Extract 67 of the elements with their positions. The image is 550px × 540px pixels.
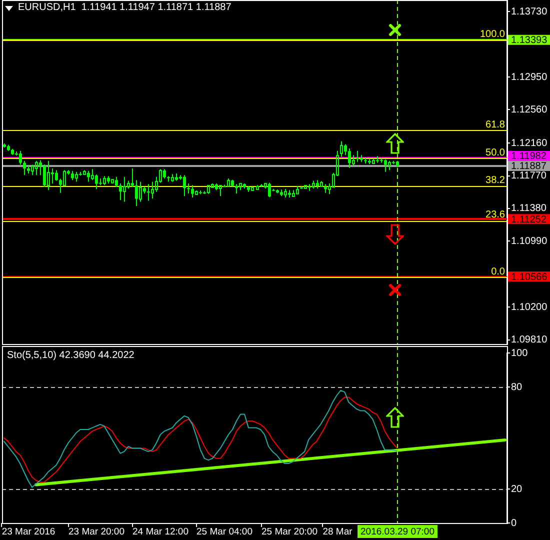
candlestick (296, 186, 299, 194)
candlestick (187, 182, 190, 194)
candlestick (43, 164, 46, 188)
candlestick (167, 176, 170, 182)
y-tick-label: 1.09810 (511, 334, 548, 346)
y-tick-label: 1.12160 (511, 138, 548, 149)
candlestick (71, 170, 74, 181)
x-tick-label: 28 Mar (322, 526, 352, 538)
candlestick (55, 170, 58, 182)
y-tick-label: 20 (511, 484, 523, 495)
y-tick-label: 80 (511, 382, 523, 393)
ref-line-label: 1.11252 (511, 214, 547, 226)
annotation: 23.6 (486, 210, 506, 221)
candlestick (151, 181, 154, 199)
candlestick (131, 168, 134, 188)
candlestick (95, 174, 98, 190)
annotation: 61.8 (486, 119, 506, 130)
candlestick (348, 148, 351, 168)
x-tick-label: 23 Mar 20:00 (68, 526, 124, 538)
y-tick-label: 1.13730 (511, 6, 548, 18)
candlestick (183, 174, 186, 197)
ref-line-label: 1.13393 (511, 35, 548, 46)
x-tick-label: 25 Mar 20:00 (262, 526, 318, 538)
candlestick (219, 185, 222, 197)
x-tick-label: 23 Mar 2016 (2, 526, 56, 538)
x-tick-label: 24 Mar 12:00 (132, 526, 188, 538)
y-tick-label: 1.10990 (511, 236, 548, 247)
candlestick (356, 150, 359, 162)
candlestick (47, 160, 50, 191)
annotation: 50.0 (486, 147, 506, 158)
candlestick (163, 168, 166, 180)
candlestick (39, 160, 42, 176)
candlestick (384, 159, 387, 172)
ref-line-label: 1.10566 (511, 272, 548, 283)
y-tick-label: 1.12950 (511, 72, 548, 83)
candlestick (123, 176, 126, 202)
candlestick (135, 180, 138, 207)
chart-title: Sto(5,5,10) 42.3690 44.2022 (7, 350, 134, 362)
candlestick (304, 185, 307, 190)
candlestick (23, 160, 26, 176)
candlestick (139, 181, 142, 202)
annotation: 0.0 (491, 266, 506, 278)
candlestick (19, 150, 22, 165)
candlestick (119, 182, 122, 201)
candlestick (87, 170, 90, 182)
candlestick (191, 184, 194, 198)
y-tick-label: 1.11770 (511, 170, 547, 182)
candlestick (376, 156, 379, 164)
x-tick-label: 2016.03.29 07:00 (360, 526, 434, 538)
ref-line-label: 1.11887 (511, 161, 547, 172)
candlestick (268, 182, 271, 198)
annotation: 38.2 (486, 175, 506, 186)
y-tick-label: 1.12560 (511, 104, 548, 116)
ref-line-label: 1.11982 (511, 151, 547, 162)
y-tick-label: 1.11380 (511, 203, 547, 214)
y-tick-label: 100 (511, 348, 528, 359)
chart-title: EURUSD,H1 1.11941 1.11947 1.11871 1.11887 (18, 2, 232, 14)
annotation: 100.0 (480, 28, 506, 40)
candlestick (115, 176, 118, 188)
candlestick (147, 184, 150, 202)
candlestick (51, 168, 54, 184)
y-tick-label: 1.10200 (511, 302, 548, 313)
y-tick-label: 0 (511, 518, 517, 529)
candlestick (340, 140, 343, 158)
candlestick (292, 190, 295, 198)
x-tick-label: 25 Mar 04:00 (196, 526, 252, 538)
candlestick (111, 179, 114, 184)
